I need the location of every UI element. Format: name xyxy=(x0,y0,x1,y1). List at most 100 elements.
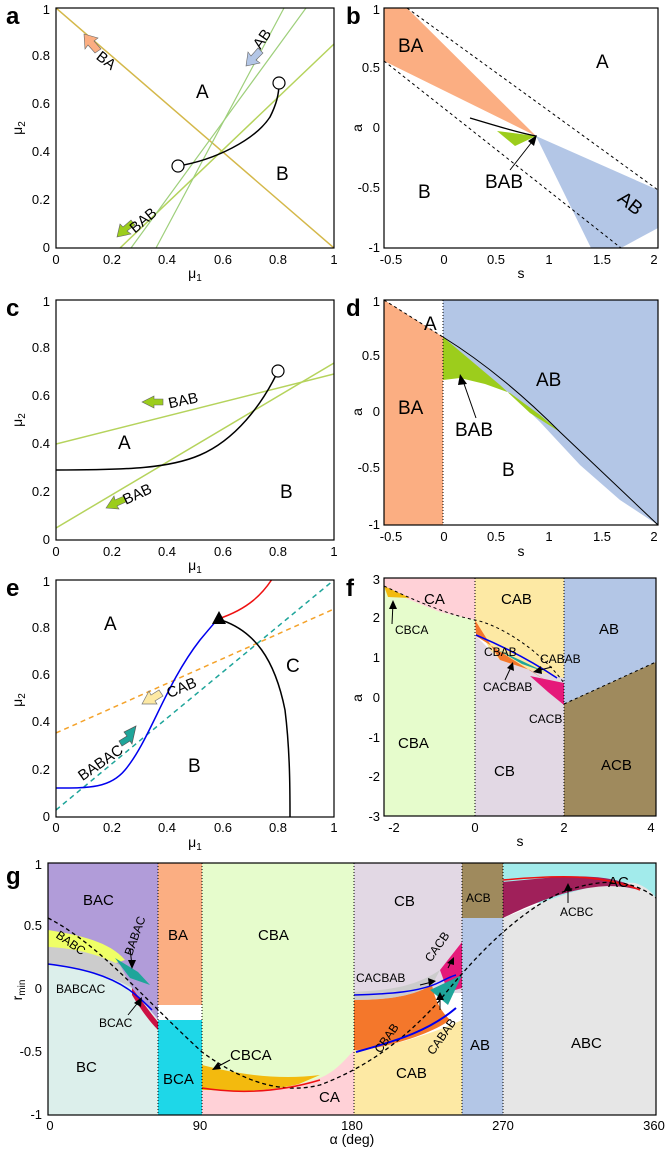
y-ticks-b: -1 -0.5 0 0.5 1 xyxy=(358,2,380,255)
panel-label-f: f xyxy=(346,575,355,602)
region-cacbab-area xyxy=(354,970,440,1000)
tick-label: 0 xyxy=(373,120,380,135)
bab-arrow-icon xyxy=(116,219,136,238)
region-ca: CA xyxy=(424,591,445,608)
dashed-boundary-1 xyxy=(406,8,658,191)
y-axis-label-g: rmin xyxy=(9,980,28,1001)
panel-label-c: c xyxy=(6,295,19,322)
red-curve xyxy=(502,876,641,891)
y-ticks-c: 0 0.2 0.4 0.6 0.8 1 xyxy=(32,294,50,547)
axes-frame-e xyxy=(55,579,335,818)
label-cababb: CABAB xyxy=(540,652,581,666)
axes-frame-a xyxy=(55,7,335,249)
x-axis-label-e: μ1 xyxy=(188,834,202,853)
tick-label: 1 xyxy=(373,2,380,17)
region-acbc-area xyxy=(503,876,640,918)
bab-boundary-line-1 xyxy=(56,373,334,445)
tick-label: 0.5 xyxy=(487,529,505,544)
region-ab-area xyxy=(536,136,658,248)
y-ticks-f: -3 -2 -1 0 1 2 3 xyxy=(368,572,380,824)
region-ab: AB xyxy=(599,621,619,638)
blue-curve xyxy=(353,974,457,996)
cab-dashed-line xyxy=(56,608,334,734)
region-ab: AB xyxy=(536,370,561,391)
tick-label: 0.2 xyxy=(103,820,121,835)
panel-d xyxy=(384,300,658,525)
bab-curve xyxy=(469,117,537,137)
tick-label: 1 xyxy=(545,252,552,267)
tick-label: 0.5 xyxy=(24,918,42,933)
tick-label: 0.6 xyxy=(32,388,50,403)
tick-label: -2 xyxy=(388,820,400,835)
red-curve xyxy=(201,1079,321,1093)
region-cacbab: CACBAB xyxy=(356,971,405,985)
tick-label: 0 xyxy=(52,544,59,559)
region-babc-area xyxy=(48,930,125,965)
region-bab: BAB xyxy=(485,172,523,193)
ab-arrow-icon xyxy=(245,47,264,67)
tick-label: 2 xyxy=(373,610,380,625)
bab-boundary-line-2 xyxy=(56,362,334,529)
region-cba-area xyxy=(202,863,354,1093)
pointer-arrowhead xyxy=(528,135,537,146)
x-ticks-a: 0 0.2 0.4 0.6 0.8 1 xyxy=(52,252,337,267)
pointer-arrowhead xyxy=(458,374,467,385)
panel-label-a: a xyxy=(6,3,20,30)
tick-label: 2 xyxy=(560,820,567,835)
region-ab: AB xyxy=(470,1037,490,1054)
black-curve xyxy=(177,82,280,167)
tick-label: 0.2 xyxy=(32,192,50,207)
tick-label: 0 xyxy=(43,809,50,824)
tick-label: 0.6 xyxy=(214,252,232,267)
panel-b xyxy=(384,8,658,248)
tick-label: 0.2 xyxy=(103,544,121,559)
x-axis-label-d: s xyxy=(518,543,525,559)
pointer-arrowhead xyxy=(212,1062,221,1070)
y-axis-label-f: a xyxy=(349,694,365,702)
tick-label: 1 xyxy=(330,252,337,267)
region-bca: BCA xyxy=(163,1071,194,1088)
tick-label: -1 xyxy=(368,517,380,532)
dashed-boundary-2 xyxy=(384,60,622,248)
tick-label: 90 xyxy=(193,1118,207,1133)
tick-label: 0 xyxy=(440,252,447,267)
tick-label: 0 xyxy=(35,981,42,996)
x-ticks-e: 0 0.2 0.4 0.6 0.8 1 xyxy=(52,820,337,835)
axes-frame-c xyxy=(55,299,335,541)
cab-arrow-icon xyxy=(141,689,164,705)
ab-boundary-line-1 xyxy=(130,8,307,248)
label-cacbab: CACBAB xyxy=(483,680,532,694)
tick-label: 0.6 xyxy=(214,820,232,835)
region-ca-area xyxy=(202,1050,354,1115)
tick-label: 1 xyxy=(373,294,380,309)
region-babcac-area xyxy=(48,947,132,988)
babac-dashed-line xyxy=(56,580,334,811)
blue-curve xyxy=(475,634,558,679)
region-bcac: BCAC xyxy=(99,1016,133,1030)
pointer-arrowhead xyxy=(533,666,542,674)
tick-label: -0.5 xyxy=(380,529,402,544)
panel-label-d: d xyxy=(346,295,361,322)
tick-label: 0.4 xyxy=(32,714,50,729)
region-ba-area xyxy=(158,863,202,1005)
region-cba-area xyxy=(384,587,475,816)
y-axis-label-d: a xyxy=(349,408,365,416)
x-ticks-c: 0 0.2 0.4 0.6 0.8 1 xyxy=(52,544,337,559)
tick-label: 270 xyxy=(492,1118,514,1133)
region-b: B xyxy=(280,482,293,503)
y-ticks-e: 0 0.2 0.4 0.6 0.8 1 xyxy=(32,574,50,824)
x-axis-label-c: μ1 xyxy=(188,557,202,576)
tick-label: 0.8 xyxy=(269,544,287,559)
tick-label: 0 xyxy=(52,820,59,835)
pointer-arrowhead xyxy=(447,957,454,965)
region-cba: CBA xyxy=(398,735,429,752)
panel-g xyxy=(48,863,656,1115)
region-babcac: BABCAC xyxy=(56,982,106,996)
region-a: A xyxy=(196,82,209,103)
tick-label: 0 xyxy=(46,1118,53,1133)
bab-pointer xyxy=(461,377,477,419)
region-cacb-area xyxy=(530,676,564,705)
tick-label: 360 xyxy=(643,1118,665,1133)
pointer-arrowhead xyxy=(128,960,136,969)
tick-label: 1 xyxy=(43,294,50,309)
